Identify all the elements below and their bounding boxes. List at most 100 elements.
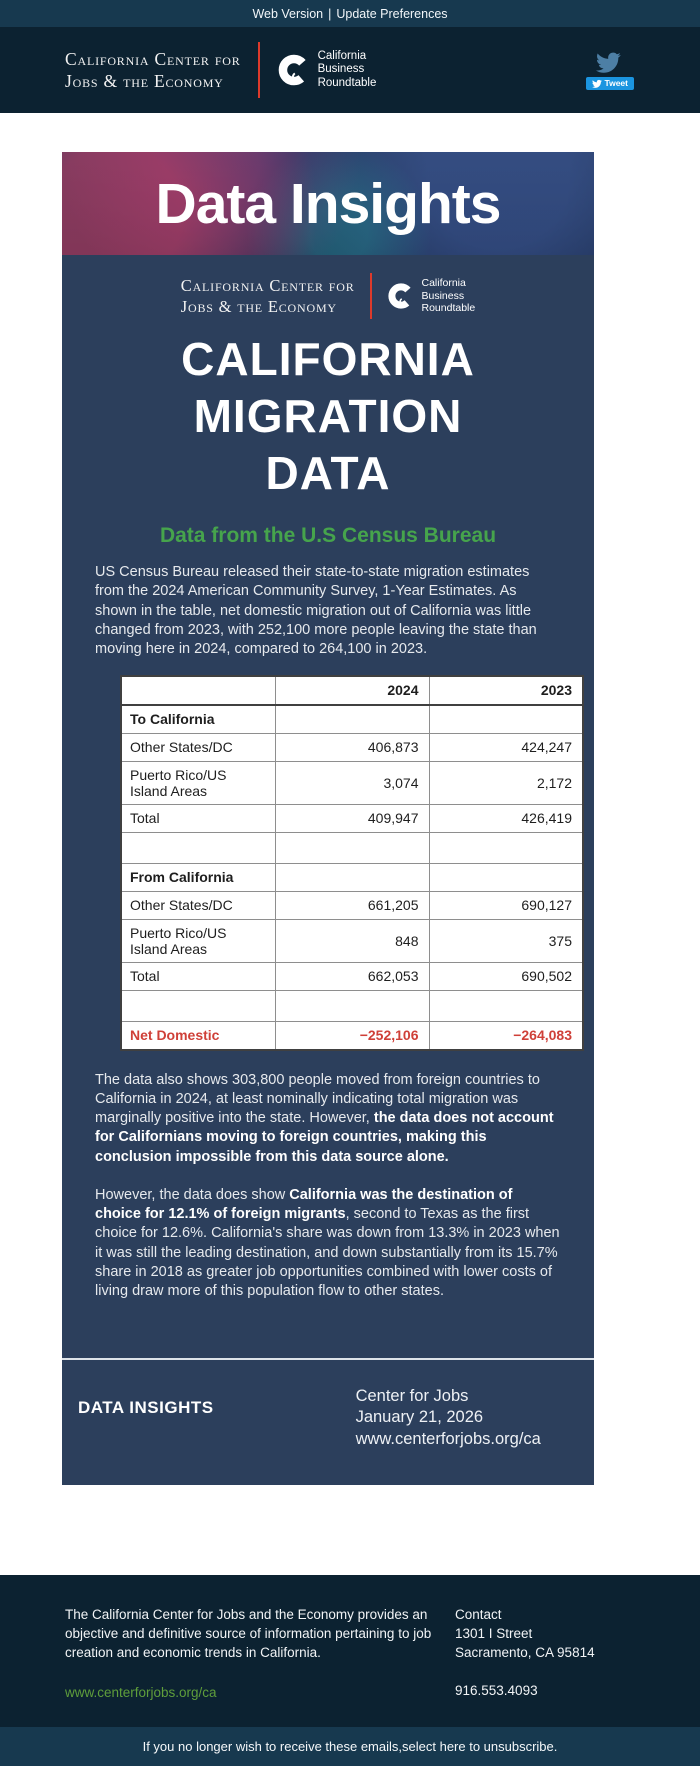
hero-title: Data Insights <box>155 171 502 236</box>
card-footer-date: January 21, 2026 <box>355 1408 484 1427</box>
value-2023-cell: 690,502 <box>428 961 584 991</box>
ccje-logo[interactable]: California Center for Jobs & the Economy <box>65 48 241 93</box>
foreign-migration-paragraph: The data also shows 303,800 people moved… <box>62 1071 594 1167</box>
text-run: US Census Bureau released their state-to… <box>95 564 537 658</box>
row-label-cell: To California <box>120 704 276 734</box>
text-run: However, the data does show <box>95 1186 290 1203</box>
card-cbrt-logo-text: California Business Roundtable <box>421 277 476 315</box>
footer-about-column: The California Center for Jobs and the E… <box>65 1605 437 1703</box>
table-spacer-row <box>120 831 584 864</box>
intro-paragraph: US Census Bureau released their state-to… <box>62 563 594 659</box>
hero-banner: Data Insights <box>62 152 594 255</box>
card-logos-row: California Center for Jobs & the Economy… <box>62 255 594 323</box>
logo-divider <box>257 42 260 98</box>
row-label-cell <box>120 989 276 1022</box>
value-2024-cell: −252,106 <box>274 1020 430 1050</box>
migration-table: 2024 2023 To California Other States/DC 40… <box>120 674 584 1051</box>
table-spacer-row <box>120 989 584 1022</box>
migration-table-wrap: 2024 2023 To California Other States/DC 40… <box>120 674 584 1051</box>
article-title: CALIFORNIA MIGRATION DATA <box>181 333 475 500</box>
value-2023-cell: 690,127 <box>428 890 584 920</box>
card-logo-divider <box>369 273 372 319</box>
table-row: Other States/DC 661,205 690,127 <box>120 890 584 920</box>
row-label-cell: Total <box>120 961 276 991</box>
value-2024-cell: 406,873 <box>274 732 430 762</box>
value-2024-cell: 848 <box>274 918 430 963</box>
table-row: To California <box>120 704 584 734</box>
value-2024-cell: 662,053 <box>274 961 430 991</box>
footer-contact-column: Contact 1301 I Street Sacramento, CA 958… <box>455 1605 595 1703</box>
bold-text-run: the data does not account for California… <box>95 1110 554 1165</box>
value-2024-cell: 661,205 <box>274 890 430 920</box>
row-label-cell: Puerto Rico/US Island Areas <box>120 760 276 805</box>
card-footer-url-link[interactable]: www.centerforjobs.org/ca <box>355 1430 541 1449</box>
email-topbar: Web Version | Update Preferences <box>0 0 700 27</box>
destination-share-paragraph: However, the data does show California w… <box>62 1186 594 1302</box>
tweet-button-label: Tweet <box>604 78 628 89</box>
row-label-cell: Other States/DC <box>120 890 276 920</box>
value-2023-cell: 375 <box>428 918 584 963</box>
value-2023-cell <box>428 989 584 1022</box>
card-ccje-logo: California Center for Jobs & the Economy <box>180 275 355 316</box>
article-subtitle: Data from the U.S Census Bureau <box>159 524 497 548</box>
value-2023-cell: −264,083 <box>428 1020 584 1050</box>
row-label-cell: Puerto Rico/US Island Areas <box>120 918 276 963</box>
footer: The California Center for Jobs and the E… <box>0 1574 700 1727</box>
card-cbrt-crescent-icon <box>387 282 415 310</box>
ccje-logo-line1: California Center for <box>65 48 241 69</box>
table-header-row: 2024 2023 <box>120 675 584 706</box>
table-header-2024: 2024 <box>274 675 430 706</box>
footer-address-line2: Sacramento, CA 95814 <box>455 1645 595 1661</box>
value-2023-cell: 424,247 <box>428 732 584 762</box>
web-version-link[interactable]: Web Version <box>252 6 324 21</box>
table-header-2023: 2023 <box>428 675 584 706</box>
row-label-cell: From California <box>120 862 276 892</box>
row-label-cell: Net Domestic <box>120 1020 276 1050</box>
table-row-net-domestic: Net Domestic −252,106 −264,083 <box>120 1020 584 1050</box>
row-label-cell: Other States/DC <box>120 732 276 762</box>
card-footer-info: Center for Jobs January 21, 2026 www.cen… <box>356 1386 541 1451</box>
unsubscribe-text: If you no longer wish to receive these e… <box>142 1738 403 1754</box>
value-2024-cell <box>274 862 430 892</box>
header: California Center for Jobs & the Economy… <box>0 27 700 113</box>
value-2023-cell: 426,419 <box>428 803 584 833</box>
table-row: Other States/DC 406,873 424,247 <box>120 732 584 762</box>
table-header-empty <box>120 675 276 706</box>
card-footer-divider <box>62 1357 594 1360</box>
value-2023-cell <box>428 862 584 892</box>
value-2024-cell: 3,074 <box>274 760 430 805</box>
value-2024-cell <box>274 831 430 864</box>
ccje-logo-line2: Jobs & the Economy <box>65 71 224 91</box>
footer-contact-title: Contact <box>455 1606 502 1622</box>
value-2023-cell <box>428 831 584 864</box>
footer-about-text: The California Center for Jobs and the E… <box>65 1606 432 1661</box>
value-2024-cell: 409,947 <box>274 803 430 833</box>
card-footer-org: Center for Jobs <box>355 1386 469 1405</box>
row-label-cell <box>120 831 276 864</box>
twitter-bird-icon[interactable] <box>596 50 623 73</box>
value-2024-cell <box>274 989 430 1022</box>
table-row: Puerto Rico/US Island Areas 3,074 2,172 <box>120 760 584 805</box>
value-2023-cell: 2,172 <box>428 760 584 805</box>
update-preferences-link[interactable]: Update Preferences <box>336 6 448 21</box>
row-label-cell: Total <box>120 803 276 833</box>
topbar-separator: | <box>328 6 332 21</box>
footer-address-line1: 1301 I Street <box>455 1626 533 1642</box>
twitter-share-area: Tweet <box>585 50 634 90</box>
table-row: Total 409,947 426,419 <box>120 803 584 833</box>
cbrt-logo[interactable]: California Business Roundtable <box>277 49 377 91</box>
card-cbrt-logo: California Business Roundtable <box>387 277 476 315</box>
table-row: Total 662,053 690,502 <box>120 961 584 991</box>
table-row: Puerto Rico/US Island Areas 848 375 <box>120 918 584 963</box>
cbrt-logo-text: California Business Roundtable <box>317 49 377 89</box>
footer-phone: 916.553.4093 <box>455 1683 538 1699</box>
footer-website-link[interactable]: www.centerforjobs.org/ca <box>65 1685 217 1701</box>
card-footer: DATA INSIGHTS Center for Jobs January 21… <box>62 1360 594 1451</box>
unsubscribe-link[interactable]: select here to unsubscribe. <box>402 1738 558 1754</box>
text-run: The data also shows 303,800 people moved… <box>95 1071 540 1127</box>
cbrt-crescent-icon <box>277 53 311 87</box>
tweet-button[interactable]: Tweet <box>585 77 634 90</box>
data-insights-brand: DATA INSIGHTS <box>78 1397 214 1417</box>
bold-text-run: California was the destination of choice… <box>95 1186 513 1223</box>
table-row: From California <box>120 862 584 892</box>
